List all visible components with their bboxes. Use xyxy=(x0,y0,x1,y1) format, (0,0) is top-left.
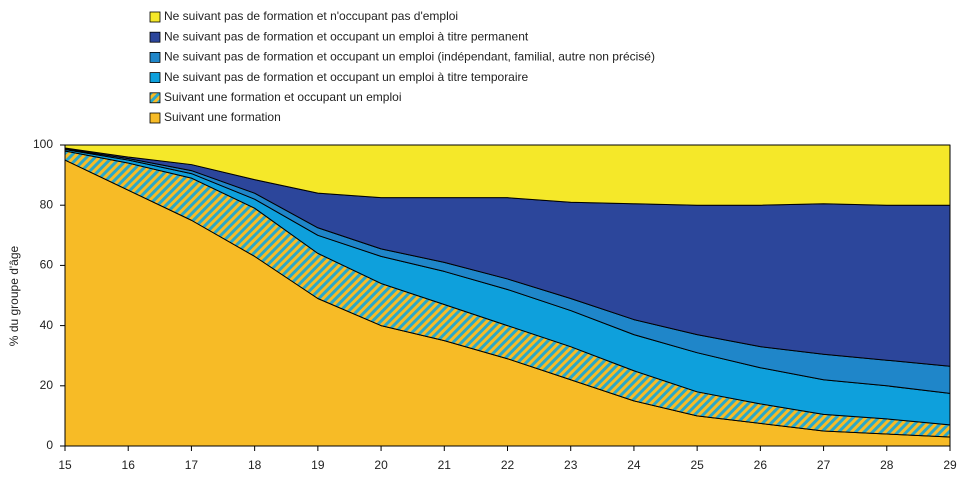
legend-swatch xyxy=(149,92,161,104)
x-tick-label: 22 xyxy=(501,458,515,472)
x-tick-label: 24 xyxy=(627,458,641,472)
x-tick-label: 26 xyxy=(754,458,768,472)
legend-label: Suivant une formation xyxy=(164,110,281,124)
y-tick-label: 0 xyxy=(46,438,53,452)
x-tick-label: 20 xyxy=(374,458,388,472)
x-tick-label: 29 xyxy=(943,458,957,472)
legend-label: Ne suivant pas de formation et n'occupan… xyxy=(164,9,458,23)
legend-label: Ne suivant pas de formation et occupant … xyxy=(164,50,655,64)
legend-label: Ne suivant pas de formation et occupant … xyxy=(164,70,529,84)
area xyxy=(64,144,951,206)
legend-swatch xyxy=(149,31,161,43)
legend-label: Suivant une formation et occupant un emp… xyxy=(164,90,401,104)
x-tick-label: 28 xyxy=(880,458,894,472)
legend-swatch xyxy=(149,11,161,23)
y-tick-label: 100 xyxy=(33,137,53,151)
y-tick-label: 60 xyxy=(40,258,54,272)
y-tick-label: 80 xyxy=(40,197,54,211)
legend-swatch xyxy=(149,112,161,124)
x-tick-label: 21 xyxy=(438,458,452,472)
x-tick-label: 25 xyxy=(690,458,704,472)
legend-swatch xyxy=(149,52,161,63)
x-tick-label: 27 xyxy=(817,458,831,472)
x-tick-label: 19 xyxy=(311,458,325,472)
x-tick-label: 18 xyxy=(248,458,262,472)
x-tick-label: 17 xyxy=(185,458,199,472)
x-tick-label: 15 xyxy=(58,458,72,472)
y-tick-label: 20 xyxy=(40,378,54,392)
x-tick-label: 16 xyxy=(122,458,136,472)
x-tick-label: 23 xyxy=(564,458,578,472)
y-axis-label: % du groupe d'âge xyxy=(7,245,21,346)
legend-swatch xyxy=(149,72,161,83)
y-tick-label: 40 xyxy=(40,318,54,332)
legend-label: Ne suivant pas de formation et occupant … xyxy=(164,29,529,43)
